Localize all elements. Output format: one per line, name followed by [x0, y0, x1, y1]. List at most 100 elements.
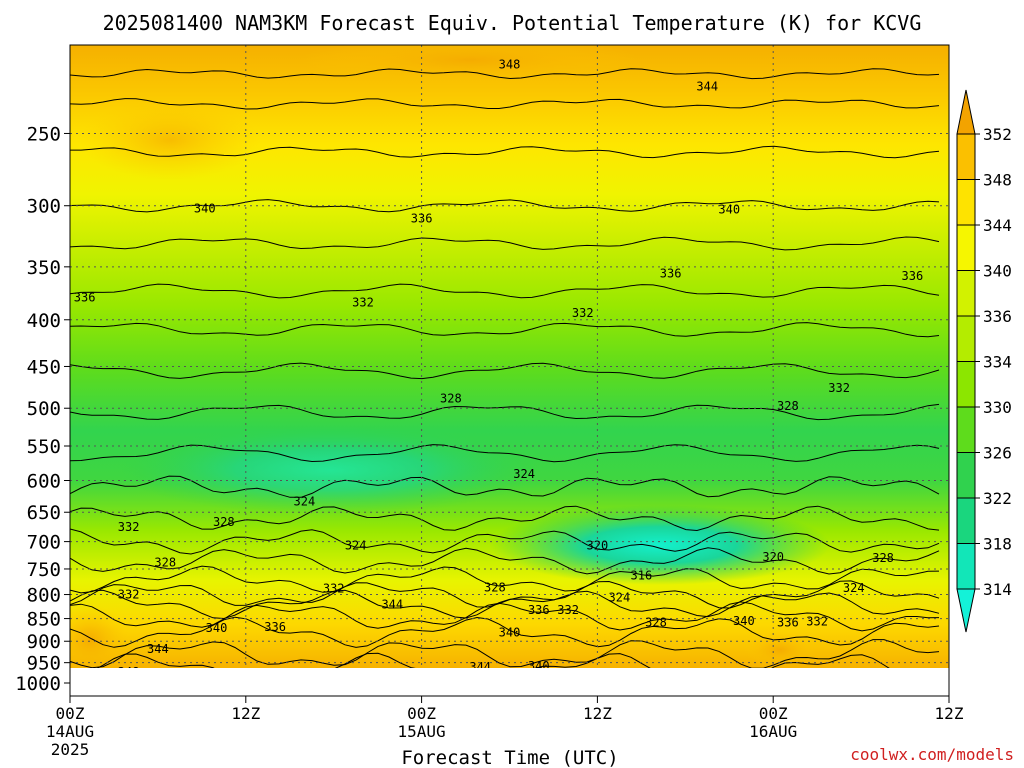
contour-line	[70, 283, 940, 299]
contour-line	[70, 236, 940, 251]
contour-label: 324	[345, 539, 367, 553]
contour-label: 324	[609, 591, 631, 605]
y-tick-label: 300	[27, 196, 61, 218]
y-tick-label: 450	[27, 356, 61, 378]
contour-labels: 348 344 340 340 336 336 336 336 332 332 332 328 328 3…	[74, 57, 924, 680]
y-tick-label: 250	[27, 123, 61, 145]
colorbar-label: 318	[983, 535, 1012, 554]
colorbar-min-arrow	[956, 588, 976, 633]
contour-label: 332	[557, 603, 579, 617]
credit-text: coolwx.com/models	[850, 745, 1014, 764]
y-tick-label: 400	[27, 310, 61, 332]
y-tick-label: 500	[27, 398, 61, 420]
y-axis: 2503003504004505005506006507007508008509…	[15, 123, 70, 695]
contour-label: 336	[777, 615, 799, 629]
colorbar-swatch	[956, 361, 976, 408]
contour-label: 328	[213, 515, 235, 529]
colorbar-label: 336	[983, 307, 1012, 326]
warm-pool	[80, 100, 260, 180]
contour-line	[70, 68, 940, 80]
x-tick-label: 12Z	[583, 704, 612, 723]
y-tick-label: 900	[27, 631, 61, 653]
contour-label: 340	[528, 659, 550, 673]
colorbar: 352 348 344 340 336 334 330 326 322 318 314	[956, 89, 1012, 633]
contour-label: 348	[499, 57, 521, 71]
y-tick-label: 700	[27, 532, 61, 554]
contour-label: 324	[513, 467, 535, 481]
contour-label: 336	[264, 620, 286, 634]
contour-label: 316	[631, 568, 653, 582]
y-tick-label: 600	[27, 471, 61, 493]
colorbar-swatch	[956, 497, 976, 544]
contour-label: 332	[806, 614, 828, 628]
y-tick-label: 750	[27, 559, 61, 581]
colorbar-swatch	[956, 406, 976, 453]
contour-label: 328	[484, 581, 506, 595]
y-tick-label: 850	[27, 609, 61, 631]
grid-lines	[70, 45, 949, 668]
warm-pool	[300, 45, 640, 85]
colorbar-swatch	[956, 179, 976, 226]
contour-label: 332	[118, 520, 140, 534]
contour-label: 328	[154, 556, 176, 570]
contour-line	[70, 444, 940, 463]
y-tick-label: 650	[27, 502, 61, 524]
x-tick-label: 12Z	[935, 704, 964, 723]
colorbar-label: 352	[983, 125, 1012, 144]
colorbar-label: 334	[983, 353, 1012, 372]
y-tick-label: 800	[27, 585, 61, 607]
contour-line	[70, 589, 940, 620]
contour-label: 336	[528, 603, 550, 617]
y-tick-label: 950	[27, 653, 61, 675]
x-tick-label: 00Z	[759, 704, 788, 723]
colorbar-label: 314	[983, 580, 1012, 599]
cool-pool	[490, 505, 830, 585]
x-tick-label: 00Z	[56, 704, 85, 723]
contour-label: 344	[147, 642, 169, 656]
contour-label: 336	[660, 267, 682, 281]
y-tick-label: 550	[27, 436, 61, 458]
plot-area: 348 344 340 340 336 336 336 336 332 332 332 328 328 3…	[70, 45, 949, 680]
contour-label: 340	[733, 614, 755, 628]
contour-line	[70, 362, 940, 380]
colorbar-swatch	[956, 133, 976, 180]
contour-line	[70, 505, 940, 532]
contour-label: 328	[777, 399, 799, 413]
contour-label: 320	[587, 539, 609, 553]
colorbar-swatch	[956, 224, 976, 271]
contour-label: 336	[902, 269, 924, 283]
warm-pool	[70, 605, 130, 668]
plot-frame	[69, 44, 950, 697]
colorbar-label: 322	[983, 489, 1012, 508]
y-tick-label: 1000	[15, 673, 61, 695]
contour-label: 336	[74, 290, 96, 304]
y-tick-label: 350	[27, 257, 61, 279]
contour-line	[96, 652, 890, 668]
contour-label: 332	[323, 582, 345, 596]
contour-label: 344	[828, 666, 850, 680]
chart-title: 2025081400 NAM3KM Forecast Equiv. Potent…	[103, 11, 922, 35]
contour-line	[70, 639, 940, 668]
contour-line	[70, 616, 940, 648]
contour-label: 324	[294, 495, 316, 509]
cool-pool	[120, 425, 540, 515]
contour-line	[70, 145, 940, 159]
x-tick-year: 2025	[51, 740, 90, 759]
colorbar-swatch	[956, 452, 976, 499]
contour-line	[70, 475, 940, 498]
contour-label: 340	[206, 621, 228, 635]
colorbar-label: 348	[983, 171, 1012, 190]
contour-line	[70, 322, 940, 338]
x-tick-label: 12Z	[231, 704, 260, 723]
colorbar-swatch	[956, 543, 976, 590]
contour-label: 332	[828, 381, 850, 395]
colorbar-label: 344	[983, 216, 1012, 235]
contour-label: 336	[411, 212, 433, 226]
contour-label: 328	[872, 551, 894, 565]
x-tick-label: 00Z	[407, 704, 436, 723]
contour-line	[70, 580, 940, 609]
contour-label: 348	[118, 665, 140, 679]
contour-label: 332	[352, 296, 374, 310]
colorbar-label: 340	[983, 262, 1012, 281]
